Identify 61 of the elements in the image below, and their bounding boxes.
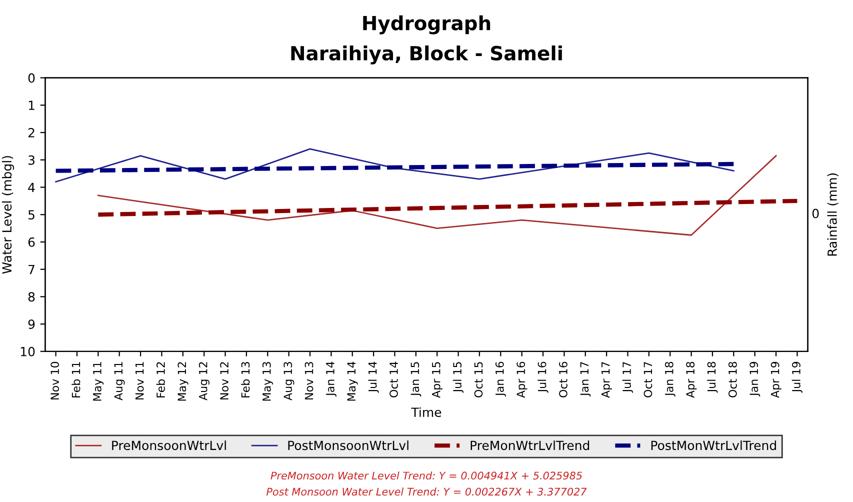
legend-label: PostMonsoonWtrLvl	[288, 440, 408, 450]
x-tick-label: Jan 17	[580, 362, 591, 396]
x-tick-label: Aug 13	[284, 362, 294, 400]
y-axis-title: Water Level (mbgl)	[2, 156, 14, 274]
x-tick-label: May 13	[262, 362, 274, 401]
line-series	[55, 148, 734, 182]
y2-axis-title: Rainfall (mm)	[827, 173, 838, 256]
chart-subtitle: Naraihiya, Block - Sameli	[291, 45, 562, 64]
x-tick-label: May 11	[93, 362, 104, 401]
y-tick-label: 6	[28, 237, 35, 247]
x-tick-label: Oct 16	[559, 362, 568, 398]
x-tick-label: Nov 13	[304, 362, 314, 400]
y-tick-label: 1	[28, 100, 34, 110]
text: 0	[812, 208, 819, 218]
y-tick-label: 9	[28, 320, 35, 329]
x-tick-label: Jul 17	[622, 362, 634, 393]
x-tick-label: May 14	[347, 362, 358, 401]
x-tick-label: Aug 11	[114, 362, 125, 400]
x-axis-title: Time	[411, 407, 442, 417]
x-tick-label: Feb 12	[156, 362, 165, 398]
x-tick-label: Oct 15	[474, 362, 483, 398]
x-tick-label: Apr 15	[432, 362, 442, 398]
x-tick-label: May 12	[178, 362, 188, 401]
x-tick-label: Jul 14	[368, 362, 379, 393]
x-tick-label: Oct 18	[728, 362, 737, 398]
x-tick-label: Jan 19	[750, 362, 760, 396]
y-tick-label: 2	[28, 128, 34, 138]
y-tick-label: 4	[28, 182, 35, 192]
x-tick-label: Feb 13	[241, 362, 250, 398]
y-tick-label: 8	[28, 292, 35, 302]
x-tick-label: Oct 14	[390, 362, 398, 398]
x-tick-label: Jul 19	[792, 362, 802, 393]
x-tick-label: Nov 10	[50, 362, 60, 400]
x-tick-label: Oct 17	[644, 362, 652, 398]
x-tick-label: Jul 15	[452, 362, 464, 393]
y-tick-label: 7	[28, 264, 34, 274]
x-tick-label: Apr 16	[516, 362, 528, 398]
x-tick-label: Jan 16	[495, 362, 506, 396]
x-tick-label: Jul 16	[538, 362, 548, 393]
x-tick-label: Jul 18	[707, 362, 718, 393]
x-tick-label: Nov 12	[220, 362, 228, 400]
chart-title: Hydrograph	[363, 15, 490, 34]
legend-label: PreMonsoonWtrLvl	[112, 440, 226, 450]
x-tick-label: Apr 19	[770, 362, 782, 398]
x-tick-label: Jan 14	[326, 362, 336, 396]
y-tick-label: 10	[20, 346, 35, 356]
x-tick-label: Apr 18	[686, 362, 697, 398]
legend-label: PostMonWtrLvlTrend	[651, 440, 776, 450]
x-tick-label: Jan 18	[664, 362, 676, 396]
x-tick-label: Apr 17	[602, 362, 612, 398]
y-tick-label: 3	[28, 155, 34, 165]
x-tick-label: Nov 11	[135, 362, 144, 400]
y-tick-label: 5	[28, 210, 34, 220]
line-series	[97, 155, 777, 236]
text: PreMonsoon Water Level Trend: Y = 0.004941X + 5.025985	[270, 471, 582, 480]
x-tick-label: Feb 11	[72, 362, 80, 398]
x-tick-label: Aug 12	[198, 362, 210, 400]
legend-label: PreMonWtrLvlTrend	[470, 440, 590, 450]
x-tick-label: Jan 15	[410, 362, 422, 396]
text: Post Monsoon Water Level Trend: Y = 0.002267X + 3.377027	[266, 488, 587, 496]
y-tick-label: 0	[28, 73, 35, 83]
